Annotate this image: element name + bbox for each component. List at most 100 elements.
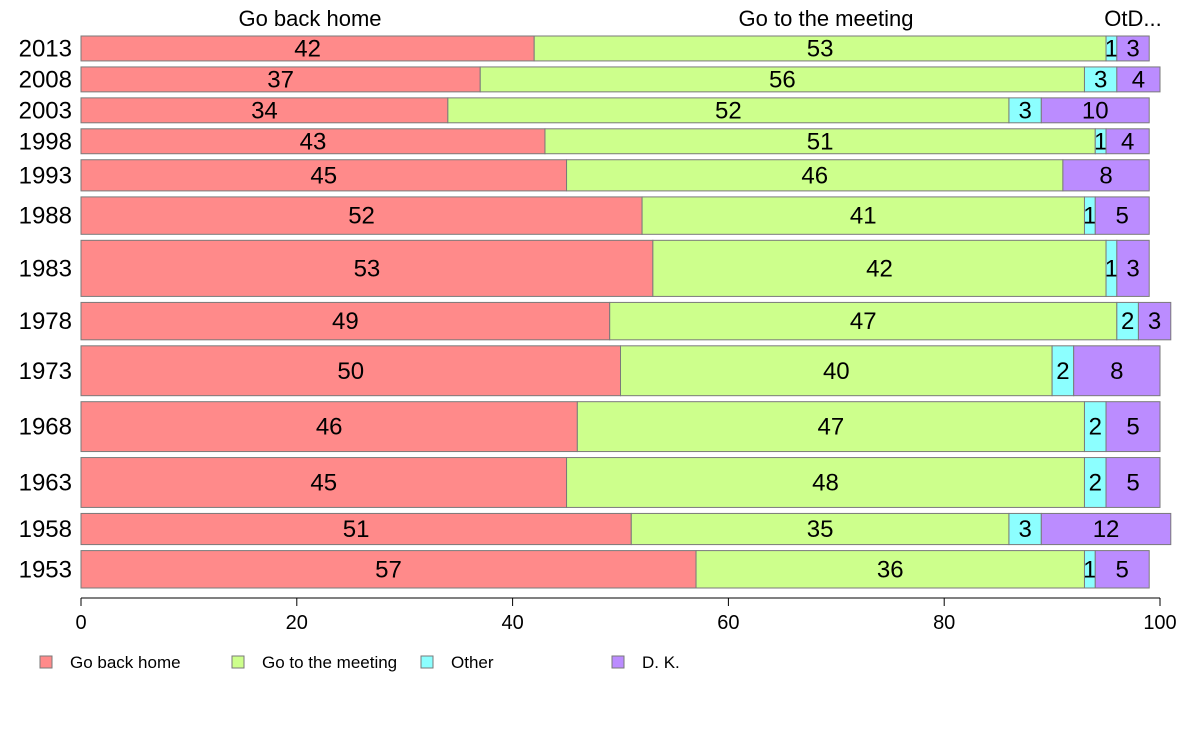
bar-row-1993: 1993 45 46 8 xyxy=(19,159,1150,192)
bar-segment-go-to-the-meeting xyxy=(641,196,1085,235)
bar-segment-d-k xyxy=(1040,512,1172,546)
bar-segment-go-to-the-meeting xyxy=(566,457,1085,508)
data-label: 5 xyxy=(1116,203,1129,230)
data-label: 3 xyxy=(1126,35,1139,62)
legend-swatch xyxy=(611,655,625,669)
row-label: 1983 xyxy=(19,255,72,282)
x-tick-label: 20 xyxy=(286,612,308,634)
data-label: 53 xyxy=(807,35,834,62)
bar-segment-go-back-home xyxy=(80,512,632,546)
column-header-go-back-home: Go back home xyxy=(238,6,381,31)
bar-row-1988: 1988 52 41 1 5 xyxy=(19,196,1150,235)
bar-segment-go-back-home xyxy=(80,128,546,155)
bar-segment-d-k xyxy=(1105,457,1161,508)
bar-segment-go-back-home xyxy=(80,345,621,397)
row-label: 2008 xyxy=(19,66,72,93)
bar-segment-d-k xyxy=(1094,550,1150,589)
x-tick-label: 0 xyxy=(75,612,86,634)
data-label: 2 xyxy=(1121,308,1134,335)
data-label: 8 xyxy=(1099,162,1112,189)
bar-row-1983: 1983 53 42 1 3 xyxy=(19,239,1150,297)
bar-row-1998: 1998 43 51 1 4 xyxy=(19,128,1150,155)
data-label: 1 xyxy=(1105,35,1118,62)
data-label: 4 xyxy=(1121,128,1134,155)
data-label: 3 xyxy=(1018,516,1031,543)
legend-item-go-to-the-meeting: Go to the meeting xyxy=(231,653,397,672)
data-label: 42 xyxy=(294,35,321,62)
bar-row-1973: 1973 50 40 2 8 xyxy=(19,345,1161,397)
data-label: 45 xyxy=(310,469,337,496)
data-label: 51 xyxy=(807,128,834,155)
row-label: 2003 xyxy=(19,97,72,124)
data-label: 4 xyxy=(1132,66,1145,93)
data-label: 47 xyxy=(818,414,845,441)
data-label: 3 xyxy=(1018,97,1031,124)
legend-label: Go to the meeting xyxy=(262,653,397,672)
bar-row-1968: 1968 46 47 2 5 xyxy=(19,401,1161,453)
data-label: 1 xyxy=(1094,128,1107,155)
row-label: 1973 xyxy=(19,358,72,385)
column-headers: Go back home Go to the meeting OtD... xyxy=(238,6,1161,31)
x-tick-label: 60 xyxy=(717,612,739,634)
data-label: 47 xyxy=(850,308,877,335)
data-label: 52 xyxy=(348,203,375,230)
bar-segment-go-back-home xyxy=(80,239,654,297)
legend-label: Go back home xyxy=(70,653,181,672)
data-label: 3 xyxy=(1148,308,1161,335)
legend-item-go-back-home: Go back home xyxy=(39,653,181,672)
data-label: 2 xyxy=(1056,358,1069,385)
x-axis: 0 20 40 60 80 100 xyxy=(75,597,1177,634)
legend-item-other: Other xyxy=(420,653,494,672)
row-label: 1958 xyxy=(19,516,72,543)
data-label: 42 xyxy=(866,255,893,282)
bar-row-2003: 2003 34 52 3 10 xyxy=(19,97,1150,124)
data-label: 5 xyxy=(1126,469,1139,496)
bar-segment-d-k xyxy=(1040,97,1150,124)
legend-swatch xyxy=(420,655,434,669)
data-label: 36 xyxy=(877,556,904,583)
data-label: 10 xyxy=(1082,97,1109,124)
legend-label: Other xyxy=(451,653,494,672)
bar-segment-go-to-the-meeting xyxy=(620,345,1053,397)
legend-item-d-k: D. K. xyxy=(611,653,680,672)
bar-segment-go-to-the-meeting xyxy=(479,66,1085,93)
bar-segment-go-back-home xyxy=(80,97,449,124)
data-label: 12 xyxy=(1093,516,1120,543)
data-label: 1 xyxy=(1105,255,1118,282)
bar-segment-go-back-home xyxy=(80,550,697,589)
data-label: 2 xyxy=(1089,414,1102,441)
bar-row-1958: 1958 51 35 3 12 xyxy=(19,512,1172,546)
bar-segment-other xyxy=(1008,512,1042,546)
bar-segment-go-to-the-meeting xyxy=(566,159,1064,192)
data-label: 37 xyxy=(267,66,294,93)
bar-segment-d-k xyxy=(1073,345,1161,397)
bar-segment-d-k xyxy=(1137,301,1172,341)
row-label: 1963 xyxy=(19,469,72,496)
column-header-go-to-meeting: Go to the meeting xyxy=(739,6,914,31)
row-label: 1988 xyxy=(19,203,72,230)
bar-row-2013: 2013 42 53 1 3 xyxy=(19,35,1150,62)
bar-segment-go-back-home xyxy=(80,401,578,453)
bar-row-1978: 1978 49 47 2 3 xyxy=(19,301,1172,341)
column-header-other-dk: OtD... xyxy=(1104,6,1161,31)
row-label: 1978 xyxy=(19,308,72,335)
bar-segment-go-back-home xyxy=(80,159,568,192)
x-tick-label: 40 xyxy=(501,612,523,634)
data-label: 51 xyxy=(343,516,370,543)
data-label: 45 xyxy=(310,162,337,189)
data-label: 1 xyxy=(1083,556,1096,583)
bar-segment-go-to-the-meeting xyxy=(533,35,1107,62)
bar-segment-go-to-the-meeting xyxy=(630,512,1010,546)
bar-segment-d-k xyxy=(1116,66,1161,93)
data-label: 1 xyxy=(1083,203,1096,230)
data-label: 57 xyxy=(375,556,402,583)
data-label: 50 xyxy=(337,358,364,385)
data-label: 35 xyxy=(807,516,834,543)
data-label: 2 xyxy=(1089,469,1102,496)
bar-segment-go-back-home xyxy=(80,301,611,341)
data-label: 8 xyxy=(1110,358,1123,385)
bar-segment-other xyxy=(1008,97,1042,124)
bar-segment-go-to-the-meeting xyxy=(544,128,1096,155)
